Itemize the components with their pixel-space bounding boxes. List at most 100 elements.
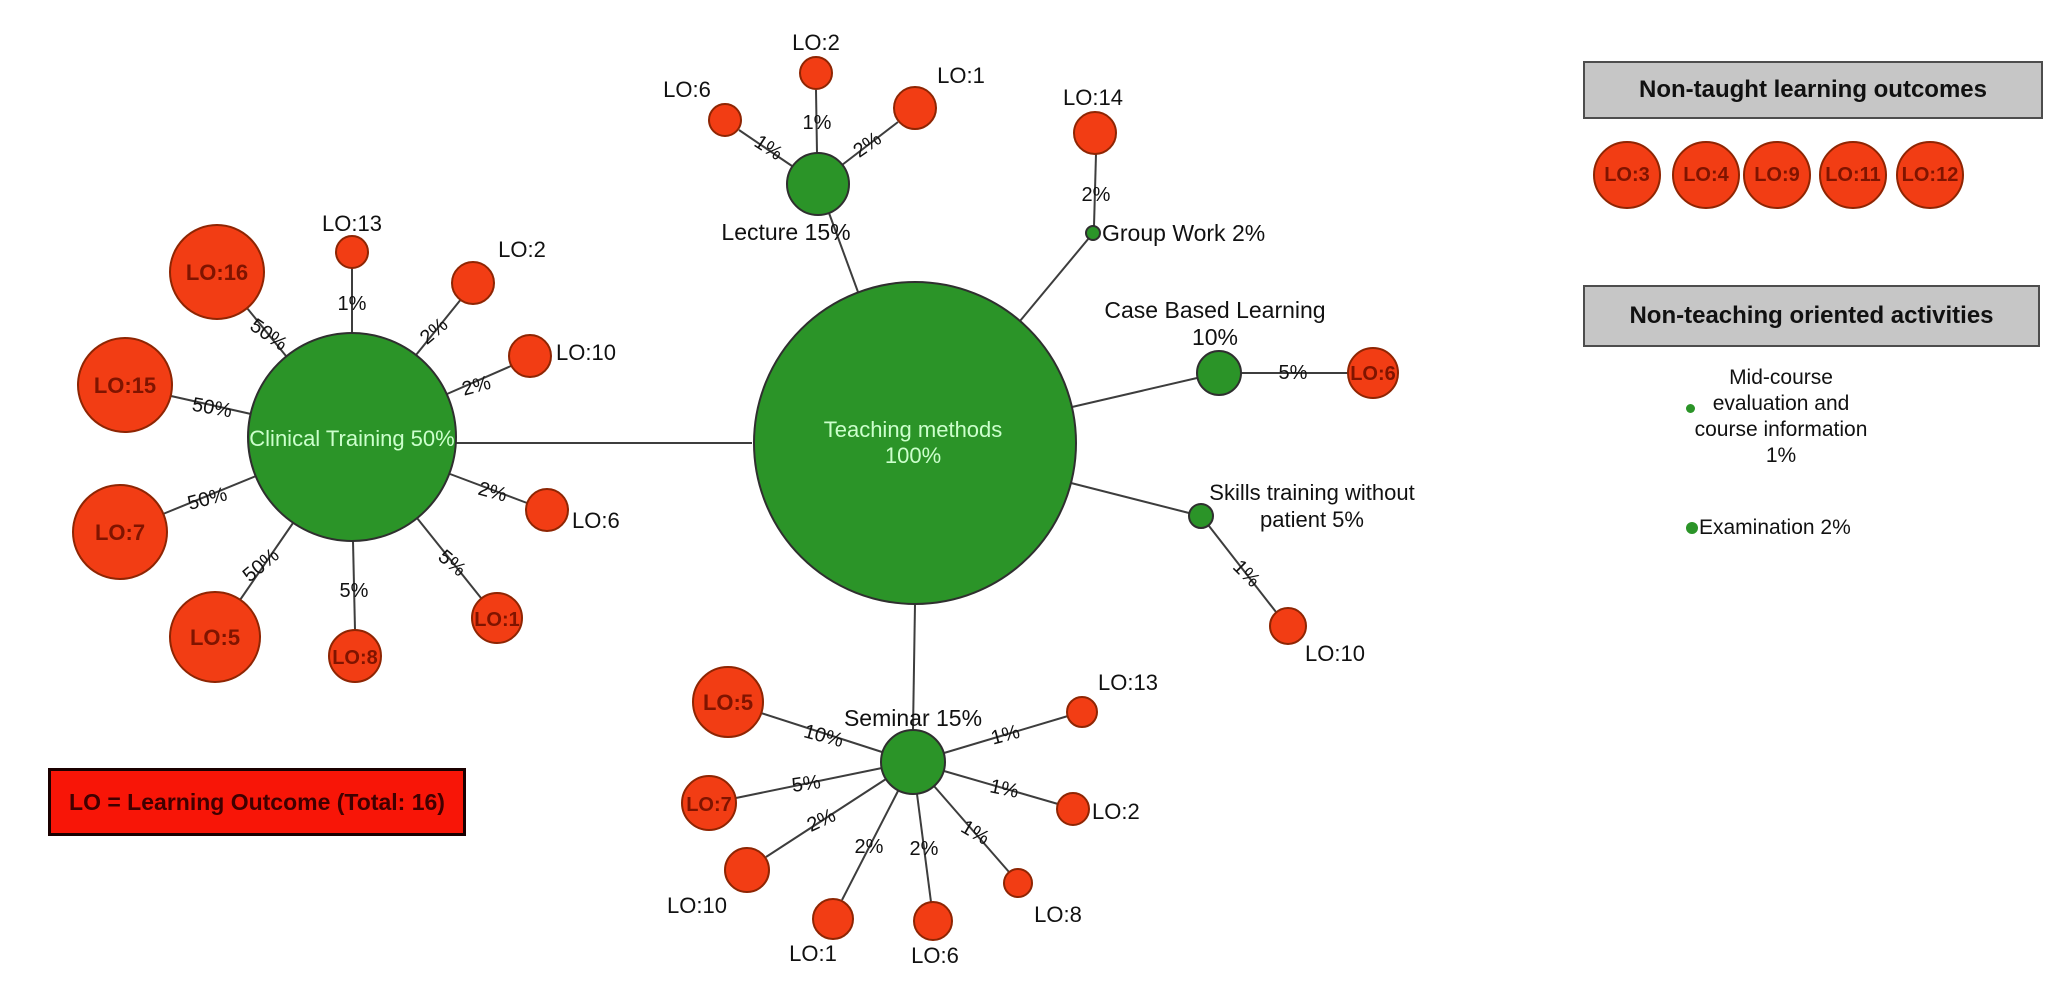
legend-lo9-circle: LO:9 [1743,141,1811,209]
node-label-seminar-lo13: LO:13 [1098,670,1158,695]
node-case-based [1196,350,1242,396]
node-seminar-lo5 [692,666,764,738]
node-label-clinical-lo6: LO:6 [572,508,620,533]
node-label-seminar-lo6: LO:6 [911,943,959,968]
edge-line [1093,153,1097,227]
node-clinical-lo1 [471,592,523,644]
node-label-skills-training: Skills training without [1209,480,1414,505]
node-label-case-based: Case Based Learning [1104,297,1325,323]
node-label-skills-lo10: LO:10 [1305,641,1365,666]
non-taught-outcomes-panel-title: Non-taught learning outcomes [1583,61,2043,119]
node-label-clinical-lo8: LO:8 [332,647,378,669]
edge-line [841,790,899,901]
edge-weight-label: 1% [750,131,786,165]
edge-line [1019,237,1090,322]
node-groupwork-lo14 [1073,111,1117,155]
examination-label: Examination 2% [1699,516,1851,539]
node-label-clinical-lo16: LO:16 [186,260,248,285]
edge-line [735,767,883,799]
edge-weight-label: 1% [803,112,832,134]
node-label-groupwork-lo14: LO:14 [1063,85,1123,110]
node-label-clinical-lo10: LO:10 [556,340,616,365]
edge-weight-label: 1% [989,721,1023,750]
node-clinical-lo2 [451,261,495,305]
edge-weight-label: 5% [1279,362,1308,384]
node-seminar [880,729,946,795]
examination-dot-icon [1686,522,1698,534]
node-label-clinical-lo5: LO:5 [190,625,240,650]
node-label-clinical-lo7: LO:7 [95,520,145,545]
node-label-lecture-lo1: LO:1 [937,63,985,88]
edge-weight-label: 1% [1228,556,1264,592]
legend-lo11-circle: LO:11 [1819,141,1887,209]
node-clinical-lo7 [72,484,168,580]
node-label-seminar: Seminar 15% [844,705,982,731]
node-seminar-lo2 [1056,792,1090,826]
node-label-teaching: Teaching methods [824,417,1003,442]
edge-line [162,475,257,515]
edge-line [449,473,528,504]
midcourse-line-2: evaluation and [1712,392,1850,415]
edge-line [828,212,859,293]
edge-weight-label: 5% [434,546,470,582]
node-lecture-lo1 [893,86,937,130]
node-label-clinical-lo1: LO:1 [474,609,520,631]
edge-line [760,712,883,753]
edge-weight-label: 2% [855,836,884,858]
edge-weight-label: 50% [190,394,233,423]
edge-line [943,770,1059,805]
edge-line [246,307,287,357]
legend-lo4-circle: LO:4 [1672,141,1740,209]
node-seminar-lo6 [913,901,953,941]
edge-line [1070,482,1190,514]
node-label-seminar-lo10: LO:10 [667,893,727,918]
examination-item: Examination 2% [1686,516,1851,540]
edge-weight-label: 2% [804,804,840,836]
edge-weight-label: 50% [246,315,292,356]
midcourse-line-4: 1% [1765,444,1797,467]
node-casebased-lo6 [1347,347,1399,399]
edge-weight-label: 1% [957,816,993,850]
node-label-lecture-lo6: LO:6 [663,77,711,102]
edge-weight-label: 50% [185,483,230,515]
node-clinical-lo16 [169,224,265,320]
node-label-seminar-lo8: LO:8 [1034,902,1082,927]
edge-weight-label: 5% [340,580,369,602]
edge-weight-label: 50% [239,544,284,587]
edge-line [416,517,482,599]
node-clinical-lo8 [328,629,382,683]
node-label-clinical-lo15: LO:15 [94,373,156,398]
midcourse-line-3: course information [1694,418,1868,441]
node-label-casebased-lo6: LO:6 [1350,363,1396,385]
node-clinical [247,332,457,542]
node-label-teaching: 100% [885,443,941,468]
edge-line [446,365,512,395]
node-label-group-work: Group Work 2% [1102,220,1265,246]
midcourse-evaluation-item: Mid-course evaluation and course informa… [1661,365,1901,469]
edge-weight-label: 2% [849,128,885,163]
edge-line [352,540,356,631]
lo-definition-note: LO = Learning Outcome (Total: 16) [48,768,466,836]
node-clinical-lo6 [525,488,569,532]
node-label-skills-training: patient 5% [1260,507,1364,532]
node-seminar-lo13 [1066,696,1098,728]
edge-line [1208,525,1277,613]
node-label-lecture: Lecture 15% [721,219,850,245]
edge-weight-label: 10% [801,720,846,752]
node-group-work [1085,225,1101,241]
node-seminar-lo8 [1003,868,1033,898]
node-clinical-lo5 [169,591,261,683]
node-clinical-lo13 [335,235,369,269]
node-lecture-lo6 [708,103,742,137]
node-label-lecture-lo2: LO:2 [792,30,840,55]
edge-line [943,715,1069,754]
node-teaching [753,281,1077,605]
edge-weight-label: 2% [476,478,510,507]
node-label-seminar-lo5: LO:5 [703,690,753,715]
edge-line [415,297,463,356]
node-skills-training [1188,503,1214,529]
edge-weight-label: 5% [790,771,822,797]
node-label-seminar-lo2: LO:2 [1092,799,1140,824]
edge-weight-label: 1% [338,293,367,315]
